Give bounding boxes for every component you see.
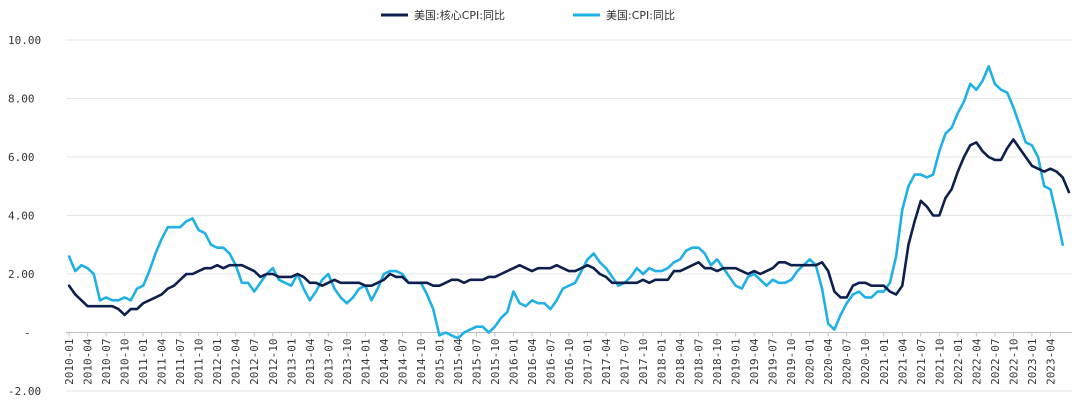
x-tick-label: 2019-07 — [767, 339, 780, 385]
y-tick-label: 2.00 — [8, 268, 35, 281]
y-tick-label: 6.00 — [8, 151, 35, 164]
x-tick-label: 2010-07 — [100, 339, 113, 385]
x-tick-label: 2011-01 — [137, 339, 150, 385]
series-line-core-cpi — [67, 138, 1071, 317]
x-tick-label: 2010-10 — [119, 339, 132, 385]
x-tick-label: 2019-10 — [785, 339, 798, 385]
x-tick-label: 2020-01 — [804, 339, 817, 385]
x-tick-label: 2011-04 — [156, 338, 169, 385]
x-tick-label: 2016-10 — [563, 339, 576, 385]
x-tick-label: 2021-01 — [878, 339, 891, 385]
x-tick-label: 2021-10 — [933, 339, 946, 385]
x-tick-label: 2023-04 — [1044, 338, 1057, 385]
x-tick-label: 2010-04 — [82, 338, 95, 385]
x-tick-label: 2018-07 — [693, 339, 706, 385]
x-tick-label: 2015-07 — [470, 339, 483, 385]
x-tick-label: 2013-10 — [341, 339, 354, 385]
x-tick-label: 2020-07 — [841, 339, 854, 385]
x-tick-label: 2019-04 — [748, 338, 761, 385]
x-tick-label: 2012-07 — [248, 339, 261, 385]
x-tick-label: 2011-10 — [193, 339, 206, 385]
x-tick-label: 2022-01 — [952, 339, 965, 385]
x-tick-label: 2017-01 — [582, 339, 595, 385]
x-tick-label: 2014-07 — [396, 339, 409, 385]
legend-label-cpi: 美国:CPI:同比 — [606, 9, 675, 22]
x-tick-label: 2012-04 — [230, 338, 243, 385]
x-tick-label: 2020-04 — [822, 338, 835, 385]
x-tick-label: 2010-01 — [63, 339, 76, 385]
x-tick-label: 2013-04 — [304, 338, 317, 385]
x-tick-label: 2014-04 — [378, 338, 391, 385]
x-tick-label: 2020-10 — [859, 339, 872, 385]
x-tick-label: 2019-01 — [730, 339, 743, 385]
x-tick-label: 2021-07 — [915, 339, 928, 385]
x-tick-label: 2013-01 — [285, 339, 298, 385]
x-tick-label: 2011-07 — [174, 339, 187, 385]
x-tick-label: 2013-07 — [322, 339, 335, 385]
x-tick-label: 2016-01 — [507, 339, 520, 385]
x-tick-label: 2014-01 — [359, 339, 372, 385]
y-tick-label: 8.00 — [8, 93, 35, 106]
x-tick-label: 2012-01 — [211, 339, 224, 385]
x-tick-label: 2022-10 — [1007, 339, 1020, 385]
y-tick-label: -2.00 — [8, 385, 41, 398]
legend: 美国:核心CPI:同比 美国:CPI:同比 — [381, 8, 675, 22]
gridlines — [66, 39, 1072, 392]
series-lines — [67, 65, 1071, 340]
y-tick-label: 4.00 — [8, 210, 35, 223]
x-tick-label: 2017-10 — [637, 339, 650, 385]
series-line-cpi — [67, 65, 1065, 340]
x-tick-label: 2023-01 — [1026, 339, 1039, 385]
x-tick-label: 2018-01 — [656, 339, 669, 385]
x-tick-label: 2015-04 — [452, 338, 465, 385]
x-axis: 2010-01 2010-04 2010-07 2010-10 2011-01 2011-… — [63, 332, 1057, 385]
x-tick-label: 2016-07 — [544, 339, 557, 385]
x-tick-label: 2015-01 — [433, 339, 446, 385]
x-tick-label: 2022-04 — [970, 338, 983, 385]
x-tick-label: 2021-04 — [896, 338, 909, 385]
x-tick-label: 2014-10 — [415, 339, 428, 385]
x-tick-label: 2017-04 — [600, 338, 613, 385]
legend-label-core-cpi: 美国:核心CPI:同比 — [414, 8, 505, 22]
legend-item-cpi: 美国:CPI:同比 — [573, 9, 675, 22]
x-tick-label: 2018-10 — [711, 339, 724, 385]
x-tick-label: 2018-04 — [674, 338, 687, 385]
y-tick-label: - — [24, 327, 31, 340]
x-tick-label: 2017-07 — [619, 339, 632, 385]
x-tick-label: 2022-07 — [989, 339, 1002, 385]
x-tick-label: 2012-10 — [267, 339, 280, 385]
y-axis: 10.00 8.00 6.00 4.00 2.00 - -2.00 — [8, 34, 41, 398]
y-tick-label: 10.00 — [8, 34, 41, 47]
legend-item-core-cpi: 美国:核心CPI:同比 — [381, 8, 505, 22]
x-tick-label: 2015-10 — [489, 339, 502, 385]
x-tick-label: 2016-04 — [526, 338, 539, 385]
